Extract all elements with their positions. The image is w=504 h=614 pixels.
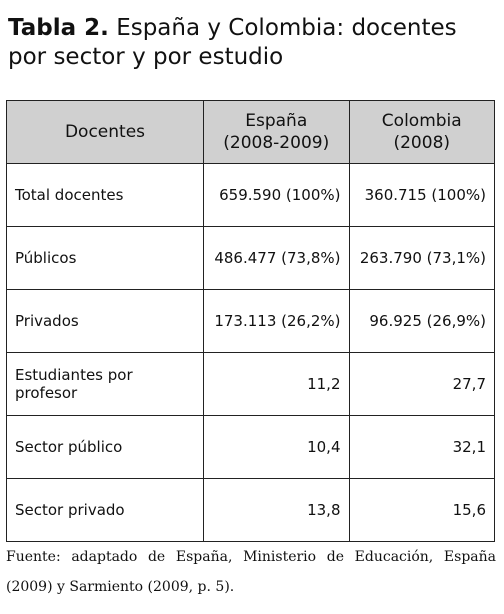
cell-value: 173.113 (26,2%)	[203, 289, 350, 353]
source-note: Fuente: adaptado de España, Ministerio d…	[6, 549, 496, 595]
table-label: Tabla 2.	[8, 15, 109, 41]
cell-value: 13,8	[203, 478, 350, 542]
row-label: Estudiantes por profesor	[6, 352, 204, 416]
row-label: Sector privado	[6, 478, 204, 542]
row-label: Sector público	[6, 415, 204, 479]
cell-value: 27,7	[348, 352, 495, 416]
row-label: Privados	[6, 289, 204, 353]
table-row: Total docentes 659.590 (100%) 360.715 (100…	[6, 163, 495, 227]
cell-value: 486.477 (73,8%)	[203, 226, 350, 290]
data-table: Docentes España (2008-2009) Colombia (2008…	[6, 100, 495, 542]
cell-value: 263.790 (73,1%)	[348, 226, 495, 290]
table-title: España y Colombia: docentes por sector y…	[8, 15, 457, 70]
cell-value: 32,1	[348, 415, 495, 479]
cell-value: 659.590 (100%)	[203, 163, 350, 227]
table-row: Públicos 486.477 (73,8%) 263.790 (73,1%)	[6, 226, 495, 290]
cell-value: 96.925 (26,9%)	[348, 289, 495, 353]
table-row: Sector público 10,4 32,1	[6, 415, 495, 479]
cell-value: 15,6	[348, 478, 495, 542]
table-row: Privados 173.113 (26,2%) 96.925 (26,9%)	[6, 289, 495, 353]
table-row: Estudiantes por profesor 11,2 27,7	[6, 352, 495, 416]
title: Tabla 2. España y Colombia: docentes por…	[8, 14, 488, 72]
row-label: Públicos	[6, 226, 204, 290]
column-header: Docentes	[6, 100, 204, 164]
column-header: Colombia (2008)	[348, 100, 495, 164]
column-header: España (2008-2009)	[203, 100, 350, 164]
cell-value: 11,2	[203, 352, 350, 416]
row-label: Total docentes	[6, 163, 204, 227]
cell-value: 10,4	[203, 415, 350, 479]
cell-value: 360.715 (100%)	[348, 163, 495, 227]
table-row: Sector privado 13,8 15,6	[6, 478, 495, 542]
